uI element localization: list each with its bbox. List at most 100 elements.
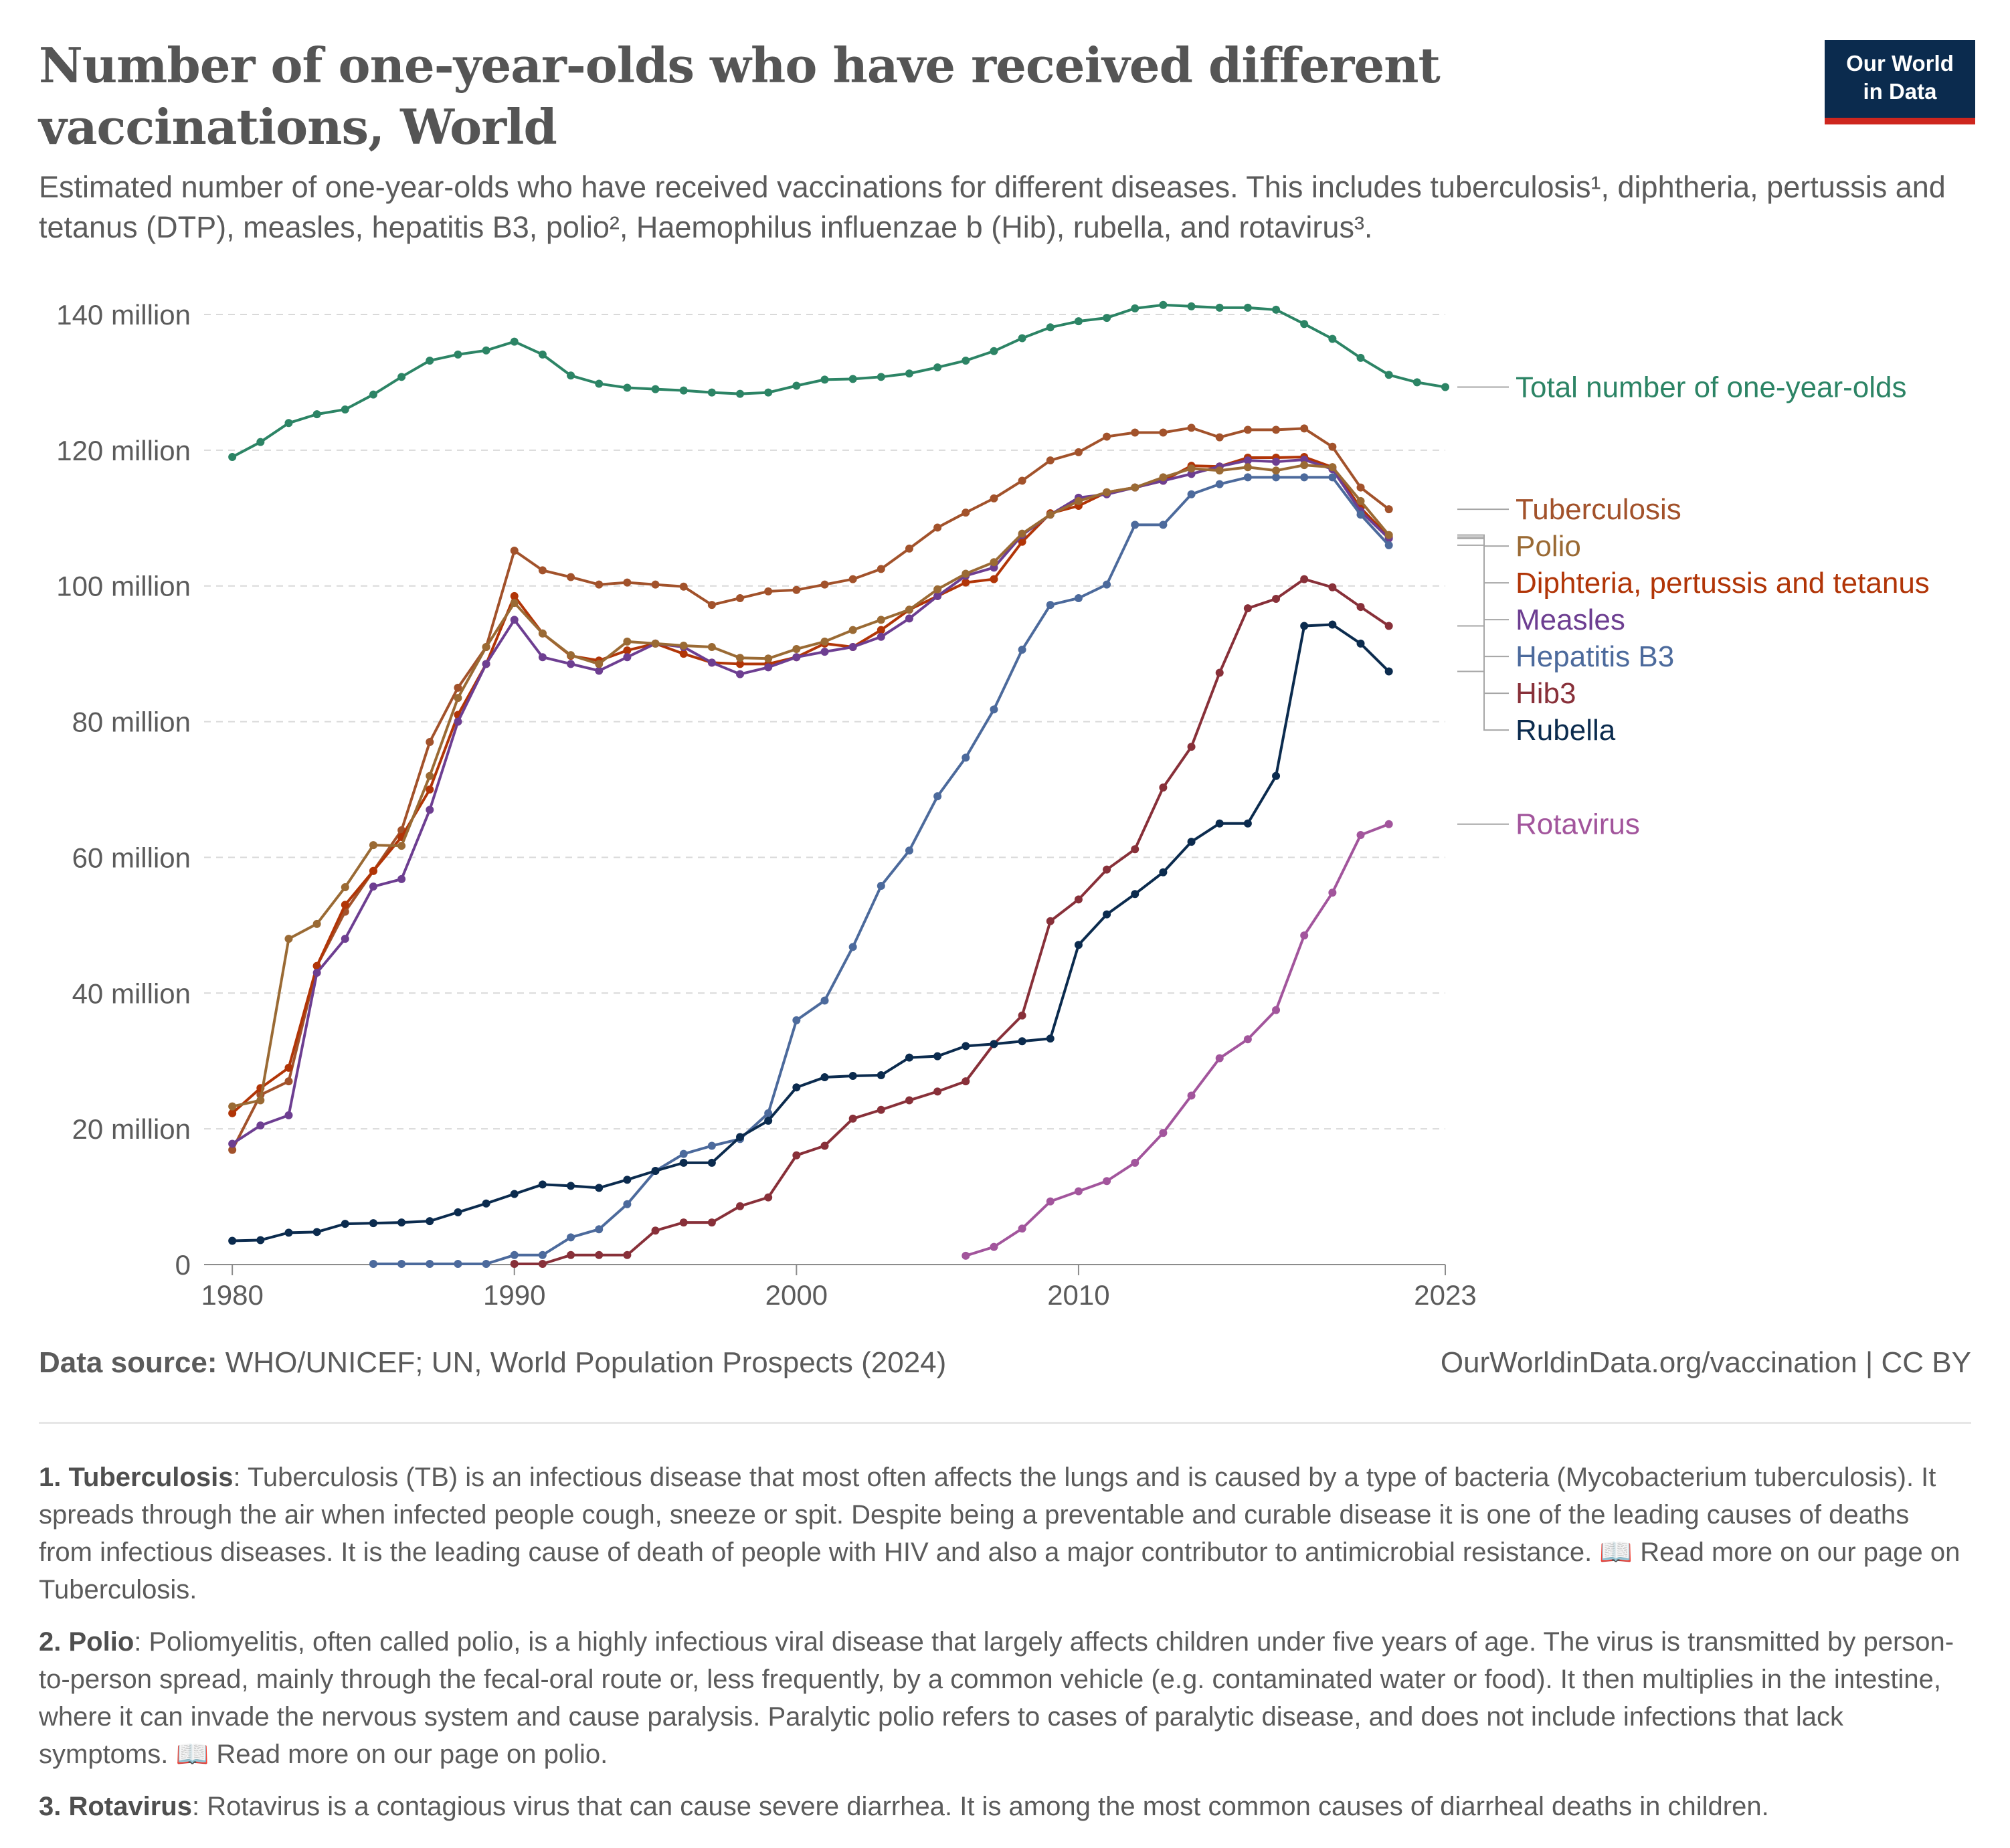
series-diphteria-pertussis-and-tetanus	[228, 453, 1393, 1117]
data-point	[792, 645, 801, 654]
data-point	[1103, 488, 1111, 496]
data-point	[1243, 303, 1252, 312]
data-point	[1131, 890, 1139, 899]
data-point	[397, 842, 406, 850]
data-point	[1243, 819, 1252, 828]
data-point	[1243, 604, 1252, 613]
data-point	[595, 580, 604, 589]
x-tick-label: 2010	[1047, 1279, 1109, 1311]
footer-divider	[39, 1422, 1971, 1424]
y-tick-label: 120 million	[56, 435, 191, 466]
data-point	[651, 580, 660, 589]
series-label: Hib3	[1516, 677, 1576, 710]
source-text[interactable]: WHO/UNICEF; UN, World Population Prospec…	[225, 1346, 947, 1379]
data-point	[1131, 483, 1139, 492]
series-total-number-of-one-year-olds	[228, 300, 1449, 461]
data-point	[962, 578, 970, 587]
data-point	[1300, 461, 1309, 470]
series-lines	[228, 300, 1449, 1268]
data-point	[962, 356, 970, 365]
x-tick-label: 1980	[201, 1279, 263, 1311]
data-point	[990, 347, 998, 355]
data-point	[905, 369, 913, 378]
data-point	[482, 643, 490, 651]
data-point	[820, 648, 829, 656]
data-point	[1384, 541, 1393, 549]
x-axis: 1980 1990 2000 2010 2023	[201, 1264, 1477, 1311]
data-point	[990, 494, 998, 502]
data-point	[1187, 490, 1196, 498]
data-point	[623, 653, 632, 662]
data-point	[820, 1141, 829, 1150]
y-tick-label: 20 million	[72, 1113, 191, 1145]
footnote-label: 1. Tuberculosis	[39, 1463, 234, 1492]
data-point	[1441, 383, 1449, 391]
data-point	[933, 792, 942, 801]
data-point	[848, 626, 857, 634]
data-point	[679, 582, 688, 591]
data-point	[510, 591, 519, 600]
data-point	[1159, 300, 1168, 309]
data-point	[312, 919, 321, 928]
data-point	[820, 1073, 829, 1082]
data-point	[1384, 531, 1393, 539]
data-point	[764, 388, 773, 397]
data-point	[1046, 917, 1055, 925]
data-point	[595, 1225, 604, 1234]
x-tick-label: 2000	[765, 1279, 828, 1311]
data-point	[933, 1052, 942, 1060]
footnote-tuberculosis: 1. Tuberculosis: Tuberculosis (TB) is an…	[39, 1459, 1966, 1608]
data-point	[877, 882, 885, 891]
data-point	[567, 1251, 575, 1259]
data-point	[228, 1102, 237, 1111]
data-point	[1159, 473, 1168, 482]
data-point	[1384, 667, 1393, 676]
owid-logo[interactable]: Our World in Data	[1825, 40, 1975, 124]
data-point	[651, 1226, 660, 1235]
data-point	[341, 405, 349, 413]
data-point	[312, 968, 321, 977]
series-label: Measles	[1516, 604, 1625, 636]
data-point	[538, 566, 547, 575]
data-point	[679, 641, 688, 650]
data-point	[736, 654, 745, 662]
data-point	[1384, 622, 1393, 630]
data-point	[1272, 473, 1281, 482]
data-point	[820, 375, 829, 384]
data-point	[369, 1219, 377, 1228]
x-tick-label: 1990	[483, 1279, 545, 1311]
data-point	[1215, 303, 1224, 312]
data-point	[426, 786, 434, 794]
series-line	[232, 623, 1390, 1242]
data-point	[1243, 456, 1252, 465]
data-point	[284, 1228, 293, 1237]
data-point	[623, 1176, 632, 1184]
data-point	[256, 1096, 265, 1105]
data-point	[397, 373, 406, 381]
series-line	[231, 456, 1390, 1115]
data-point	[369, 841, 377, 850]
label-connector	[1457, 544, 1509, 658]
data-point	[256, 1121, 265, 1130]
data-point	[284, 935, 293, 943]
data-point	[1103, 1177, 1111, 1186]
data-point	[679, 1218, 688, 1227]
data-point	[538, 350, 547, 359]
source-url[interactable]: OurWorldinData.org/vaccination | CC BY	[1440, 1346, 1971, 1379]
data-point	[341, 901, 349, 909]
data-point	[567, 573, 575, 581]
data-point	[538, 653, 547, 662]
data-point	[454, 1208, 462, 1216]
line-chart: 0 20 million 40 million 60 million 80 millio…	[56, 299, 1930, 1311]
data-point	[1103, 910, 1111, 919]
data-point	[1187, 302, 1196, 310]
data-point	[426, 1217, 434, 1226]
data-point	[1300, 473, 1309, 482]
data-point	[1103, 314, 1111, 322]
data-point	[595, 1251, 604, 1259]
footnote-rotavirus: 3. Rotavirus: Rotavirus is a contagious …	[39, 1788, 1966, 1825]
data-point	[1215, 819, 1224, 828]
footnote-label: 2. Polio	[39, 1627, 134, 1657]
data-point	[1243, 463, 1252, 472]
data-point	[679, 386, 688, 395]
